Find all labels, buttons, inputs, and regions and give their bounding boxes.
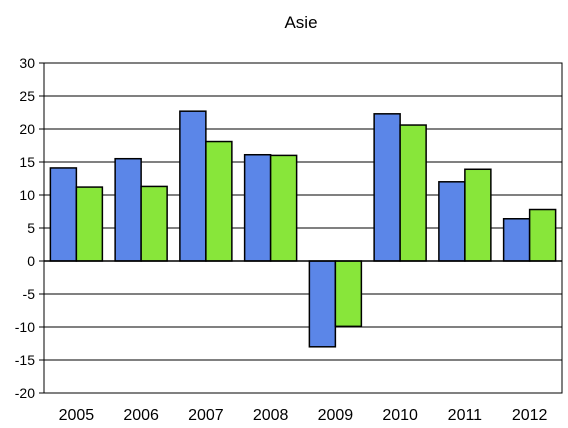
y-tick-label: 0 bbox=[27, 253, 35, 269]
bar-series-1-2009 bbox=[308, 260, 337, 348]
y-tick-label: 15 bbox=[19, 154, 35, 170]
bar-series-1-2012 bbox=[502, 218, 531, 262]
bar-series-2-2012 bbox=[528, 208, 557, 262]
y-tick-label: -15 bbox=[15, 352, 35, 368]
bar-series-2-2007 bbox=[205, 140, 233, 262]
bar-series-1-2008 bbox=[243, 153, 272, 262]
bars bbox=[49, 110, 557, 348]
x-tick-label: 2009 bbox=[318, 407, 354, 424]
x-tick-label: 2006 bbox=[123, 407, 159, 424]
bar-series-2-2006 bbox=[140, 185, 168, 262]
bar-series-1-2010 bbox=[373, 113, 401, 262]
x-tick-label: 2005 bbox=[59, 407, 95, 424]
x-tick-label: 2012 bbox=[512, 407, 548, 424]
bar-series-2-2005 bbox=[75, 186, 104, 262]
x-tick-label: 2011 bbox=[448, 407, 483, 424]
bar-series-2-2010 bbox=[399, 124, 427, 262]
x-tick-label: 2007 bbox=[188, 407, 224, 424]
bar-series-1-2005 bbox=[49, 167, 78, 262]
y-tick-label: 25 bbox=[19, 88, 35, 104]
y-tick-label: -5 bbox=[23, 286, 36, 302]
bar-series-1-2007 bbox=[179, 110, 207, 262]
bar-series-2-2011 bbox=[464, 168, 492, 262]
y-tick-label: 10 bbox=[19, 187, 35, 203]
y-tick-label: -20 bbox=[15, 385, 35, 401]
x-axis-ticks: 2005 2006 2007 2008 2009 2010 2011 2012 bbox=[59, 407, 548, 424]
bar-series-1-2006 bbox=[114, 157, 142, 262]
x-tick-label: 2010 bbox=[382, 407, 418, 424]
y-tick-label: 30 bbox=[19, 55, 35, 71]
y-tick-label: 20 bbox=[19, 121, 35, 137]
y-tick-label: -10 bbox=[15, 319, 35, 335]
y-tick-label: 5 bbox=[27, 220, 35, 236]
bar-series-2-2009 bbox=[334, 260, 363, 328]
bar-series-2-2008 bbox=[269, 154, 298, 262]
chart-title: Asie bbox=[284, 13, 317, 32]
x-tick-label: 2008 bbox=[253, 407, 289, 424]
y-axis-ticks: 30 25 20 15 10 5 0 -5 -10 -15 -20 bbox=[15, 55, 44, 401]
bar-series-1-2011 bbox=[438, 181, 466, 262]
